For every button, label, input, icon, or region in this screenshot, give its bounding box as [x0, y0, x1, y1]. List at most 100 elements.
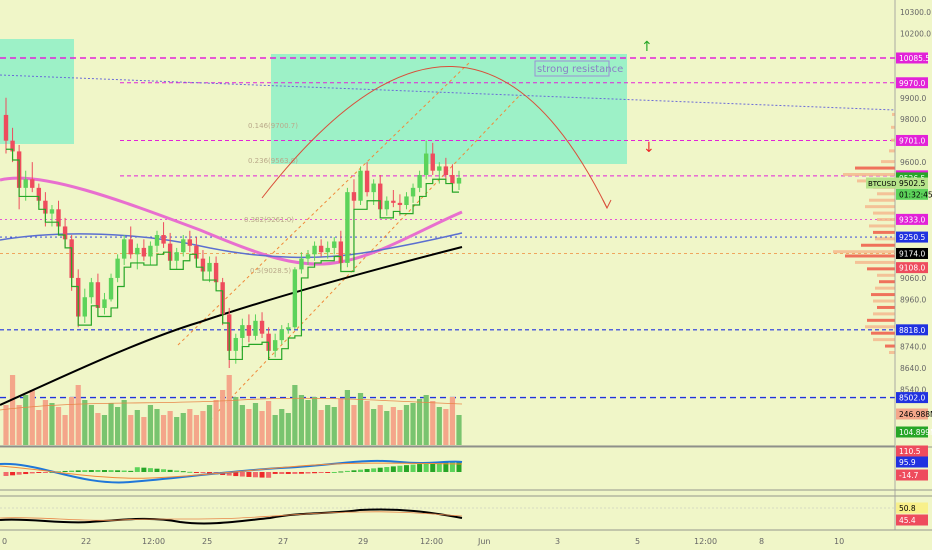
candle-up: [154, 235, 160, 246]
candle-down: [194, 245, 199, 259]
macd-tag: -14.7: [899, 471, 919, 480]
volume-bar: [403, 405, 410, 445]
price-tag: 9174.0: [899, 249, 925, 258]
volume-bar: [344, 390, 350, 445]
price-tag-bg: [896, 52, 928, 64]
macd-histogram-bar: [384, 467, 390, 472]
volume-bar: [266, 401, 272, 445]
candle-down: [128, 239, 133, 255]
macd-histogram-bar: [410, 464, 416, 472]
time-tick-label: 8: [759, 537, 764, 546]
candle-up: [456, 177, 462, 184]
candle-up: [404, 196, 409, 206]
macd-histogram-bar: [134, 467, 140, 472]
time-tick-label: 27: [278, 537, 288, 546]
candle-down: [213, 262, 219, 283]
volume-bar: [180, 413, 186, 445]
volume-bar: [88, 405, 94, 445]
macd-histogram-bar: [95, 470, 101, 472]
candle-down: [36, 187, 42, 201]
macd-histogram-bar: [325, 472, 331, 473]
price-axis[interactable]: 10300.0 10200.0 9900.0 9800.0 9600.0 9060.0 89…: [866, 0, 932, 530]
profile-bar: [873, 312, 895, 316]
profile-bar: [869, 198, 895, 202]
macd-histogram-bar: [338, 471, 344, 473]
candle-down: [200, 258, 206, 272]
profile-bar: [881, 160, 895, 164]
profile-bar: [879, 280, 895, 284]
candle-down: [338, 241, 344, 263]
volume-bar: [42, 400, 48, 445]
candle-down: [246, 325, 252, 336]
candle-up: [181, 239, 186, 253]
candle-up: [312, 245, 317, 255]
volume-bar: [246, 409, 252, 445]
time-tick-label: 12:00: [420, 537, 443, 546]
candle-up: [332, 241, 337, 248]
profile-bar: [871, 331, 895, 335]
annotation-text: strong resistance: [537, 64, 623, 75]
candle-up: [108, 277, 114, 300]
candle-up: [102, 299, 107, 308]
profile-bar: [891, 125, 895, 129]
volume-bar: [220, 390, 226, 445]
macd-histogram-bar: [154, 468, 160, 472]
volume-bar: [128, 415, 134, 445]
price-tick-label: 10200.0: [900, 29, 931, 38]
volume-tag-bg: [896, 408, 928, 420]
price-tick-label: 8640.0: [900, 364, 926, 373]
volume-bar: [239, 405, 245, 445]
macd-histogram-bar: [161, 469, 167, 472]
volume-bar: [252, 403, 259, 445]
volume-bar: [311, 397, 318, 445]
candle-down: [259, 320, 265, 334]
macd-histogram-bar: [167, 469, 173, 472]
profile-bar: [892, 112, 895, 116]
candle-down: [351, 192, 357, 201]
profile-bar: [843, 172, 895, 176]
macd-histogram-bar: [42, 472, 48, 473]
price-tag-bg: [896, 247, 928, 259]
time-tick-label: 0: [2, 537, 7, 546]
candle-down: [187, 239, 193, 246]
volume-bar: [259, 411, 265, 445]
macd-histogram-bar: [358, 469, 364, 472]
price-tick-label: 9900.0: [900, 94, 926, 103]
macd-histogram-bar: [312, 472, 318, 474]
volume-bar: [285, 413, 291, 445]
price-tag-bg: [896, 324, 928, 336]
candle-up: [437, 166, 442, 171]
volume-bar: [49, 403, 55, 445]
profile-bar: [865, 325, 895, 329]
candle-up: [49, 209, 55, 214]
macd-tag-bg: [896, 469, 928, 481]
macd-histogram-bar: [75, 470, 81, 472]
profile-bar: [891, 138, 895, 142]
candle-down: [30, 179, 35, 188]
macd-histogram-bar: [266, 472, 272, 478]
macd-histogram-bar: [436, 462, 442, 472]
resistance-zone-left: [0, 39, 74, 144]
macd-histogram-bar: [292, 472, 298, 474]
rsi-tag: 50.8: [899, 504, 916, 513]
price-tag: 8818.0: [899, 326, 925, 335]
price-tag-bg: [896, 134, 928, 146]
price-tag-bg: [896, 262, 928, 274]
volume-bar: [397, 410, 403, 445]
time-tick-label: 22: [81, 537, 91, 546]
macd-histogram-bar: [298, 472, 304, 474]
macd-histogram-bar: [423, 463, 429, 472]
profile-bar: [869, 224, 895, 228]
volume-bar: [193, 415, 199, 445]
volume-bar: [292, 385, 298, 445]
volume-bar: [200, 411, 206, 445]
macd-histogram-bar: [259, 472, 265, 478]
arrow-down-icon: ↓: [643, 140, 655, 156]
arrow-up-icon: ↑: [641, 39, 653, 55]
candle-up: [82, 297, 87, 317]
candle-up: [286, 327, 291, 330]
macd-histogram-bar: [305, 472, 311, 474]
time-axis[interactable]: 0 22 12:00 25 27 29 12:00 Jun 3 5 12:00 8 10: [2, 537, 844, 546]
